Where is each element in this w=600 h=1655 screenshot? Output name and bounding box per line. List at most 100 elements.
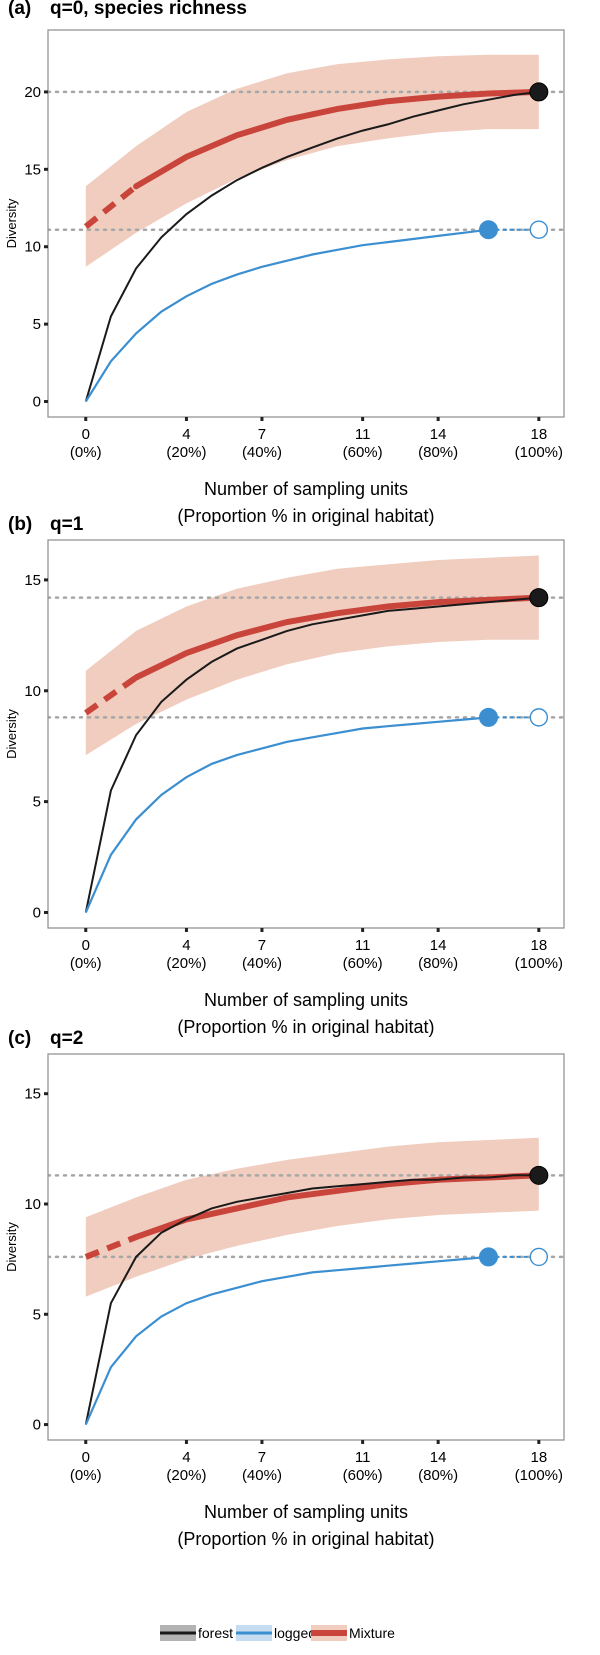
x-tick-sublabel: (80%) <box>418 955 458 972</box>
point-logged-observed <box>478 1247 498 1267</box>
plot-frame <box>47 1053 565 1441</box>
y-axis-title: Diversity <box>4 198 19 248</box>
x-tick-label: 4 <box>182 937 190 954</box>
x-tick-sublabel: (100%) <box>515 1467 563 1484</box>
chart-legend: forest logged Mixture <box>160 1625 395 1641</box>
panel-title: q=0, species richness <box>50 0 247 19</box>
x-tick-sublabel: (0%) <box>70 444 102 461</box>
x-tick-sublabel: (0%) <box>70 1467 102 1484</box>
y-tick-label: 0 <box>33 394 41 411</box>
y-tick-label: 15 <box>24 572 41 589</box>
x-axis-title: Number of sampling units <box>204 1502 408 1522</box>
series-mixture-dashed <box>83 183 138 229</box>
x-tick-label: 11 <box>355 937 371 954</box>
y-tick-label: 10 <box>24 1196 41 1213</box>
x-axis-subtitle: (Proportion % in original habitat) <box>177 1017 434 1037</box>
point-logged-observed <box>478 707 498 727</box>
x-tick-label: 0 <box>82 426 90 443</box>
x-tick-sublabel: (0%) <box>70 955 102 972</box>
plot-area <box>48 54 564 403</box>
panel-label: (c) <box>8 1028 31 1049</box>
y-tick-label: 15 <box>24 1086 41 1103</box>
x-tick-label: 18 <box>530 1449 547 1466</box>
x-tick-sublabel: (40%) <box>242 1467 282 1484</box>
x-tick-label: 0 <box>82 1449 90 1466</box>
x-tick-label: 18 <box>530 937 547 954</box>
mixture-confidence-band <box>85 1137 539 1297</box>
plot-frame <box>47 29 565 418</box>
chart-panel-c: (c) q=20510150(0%)4(20%)7(40%)11(60%)14(8… <box>4 1028 565 1549</box>
y-tick-label: 0 <box>33 1417 41 1434</box>
legend-label: forest <box>198 1625 233 1641</box>
legend-label: Mixture <box>349 1625 395 1641</box>
plot-frame <box>47 539 565 929</box>
legend-item-logged: logged <box>236 1625 316 1641</box>
series-logged-line <box>84 228 489 403</box>
y-tick-label: 5 <box>33 316 41 333</box>
y-tick-label: 10 <box>24 239 41 256</box>
x-tick-sublabel: (60%) <box>343 444 383 461</box>
mixture-confidence-band <box>85 54 539 267</box>
y-tick-label: 5 <box>33 794 41 811</box>
x-tick-label: 18 <box>530 426 547 443</box>
y-tick-label: 0 <box>33 904 41 921</box>
point-logged-extrapolated <box>529 220 549 239</box>
x-tick-sublabel: (80%) <box>418 1467 458 1484</box>
x-tick-label: 4 <box>182 1449 190 1466</box>
panel-title: q=2 <box>50 1028 83 1049</box>
x-tick-sublabel: (20%) <box>166 1467 206 1484</box>
y-tick-label: 15 <box>24 161 41 178</box>
x-axis-subtitle: (Proportion % in original habitat) <box>177 1529 434 1549</box>
x-tick-label: 0 <box>82 937 90 954</box>
x-tick-sublabel: (60%) <box>343 1467 383 1484</box>
x-tick-label: 11 <box>355 426 371 443</box>
x-tick-sublabel: (100%) <box>515 955 563 972</box>
series-forest-line <box>84 1174 539 1425</box>
series-forest-line <box>84 90 539 402</box>
x-tick-sublabel: (20%) <box>166 955 206 972</box>
point-forest-observed <box>529 588 549 608</box>
x-tick-sublabel: (40%) <box>242 955 282 972</box>
panel-label: (a) <box>8 0 31 19</box>
x-axis-subtitle: (Proportion % in original habitat) <box>177 506 434 526</box>
x-tick-sublabel: (40%) <box>242 444 282 461</box>
x-tick-label: 14 <box>430 1449 447 1466</box>
x-tick-label: 7 <box>258 426 266 443</box>
series-mixture-line <box>133 88 542 190</box>
y-tick-label: 20 <box>24 84 41 101</box>
panel-label: (b) <box>8 514 32 535</box>
point-forest-observed <box>529 82 549 102</box>
x-axis-title: Number of sampling units <box>204 990 408 1010</box>
series-mixture-dashed <box>84 1234 138 1260</box>
y-tick-label: 10 <box>24 683 41 700</box>
point-logged-extrapolated <box>529 708 549 727</box>
y-axis-title: Diversity <box>4 1222 19 1272</box>
x-tick-sublabel: (80%) <box>418 444 458 461</box>
chart-panel-b: (b) q=10510150(0%)4(20%)7(40%)11(60%)14(8… <box>4 514 565 1037</box>
x-tick-label: 14 <box>430 937 447 954</box>
legend-label: logged <box>274 1625 316 1641</box>
x-tick-label: 14 <box>430 426 447 443</box>
chart-panels: (a) q=0, species richness051015200(0%)4(2… <box>4 0 565 1549</box>
panel-title: q=1 <box>50 514 84 535</box>
series-mixture-line <box>133 594 542 681</box>
plot-area <box>48 1137 564 1426</box>
x-tick-label: 11 <box>355 1449 371 1466</box>
chart-panel-a: (a) q=0, species richness051015200(0%)4(2… <box>4 0 565 526</box>
legend-item-mixture: Mixture <box>311 1625 395 1641</box>
mixture-confidence-band <box>85 555 539 756</box>
x-tick-sublabel: (20%) <box>166 444 206 461</box>
point-logged-observed <box>478 220 498 240</box>
point-logged-extrapolated <box>529 1247 549 1267</box>
x-tick-label: 7 <box>258 1449 266 1466</box>
series-logged-line <box>84 1255 489 1426</box>
plot-area <box>48 555 564 913</box>
y-tick-label: 5 <box>33 1306 41 1323</box>
x-tick-label: 4 <box>182 426 190 443</box>
x-axis-title: Number of sampling units <box>204 479 408 499</box>
x-tick-label: 7 <box>258 937 266 954</box>
series-mixture-dashed <box>84 675 138 716</box>
y-axis-title: Diversity <box>4 709 19 759</box>
series-logged-line <box>84 716 489 913</box>
